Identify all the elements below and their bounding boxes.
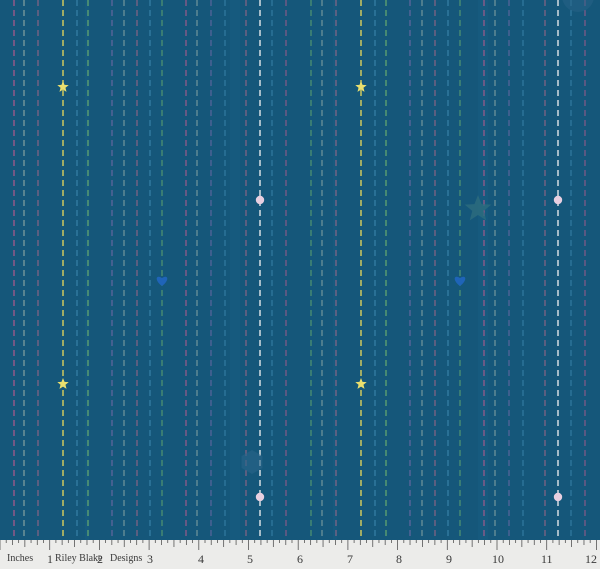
ruler-number-3: 3 xyxy=(147,552,153,566)
dot-icon-1 xyxy=(553,195,563,205)
star-icon-0 xyxy=(57,81,69,92)
ruler-unit-label: Inches xyxy=(7,553,34,564)
dot-icon-2 xyxy=(255,492,265,502)
fabric-swatch xyxy=(0,0,600,540)
ruler-number-8: 8 xyxy=(396,552,402,566)
ruler-number-9: 9 xyxy=(446,552,452,566)
ruler-number-4: 4 xyxy=(198,552,204,566)
faint-stripe-0 xyxy=(230,0,240,540)
ruler-number-10: 10 xyxy=(492,552,504,566)
dot-icon-3 xyxy=(553,492,563,502)
ruler-number-11: 11 xyxy=(541,552,553,566)
heart-icon-1 xyxy=(454,276,466,286)
fabric-pattern xyxy=(0,0,600,540)
ghost-star-icon xyxy=(464,195,492,221)
ruler-number-6: 6 xyxy=(297,552,303,566)
ruler-number-2: 2 xyxy=(97,552,103,566)
star-icon-3 xyxy=(355,378,367,389)
ghost-circle-icon xyxy=(562,0,594,12)
measuring-ruler: Inches Riley Blake Designs 1 2 3 4 5 6 7… xyxy=(0,540,600,569)
ruler-number-5: 5 xyxy=(247,552,253,566)
fabric-background xyxy=(0,0,600,540)
star-icon-2 xyxy=(57,378,69,389)
ruler-brand-name: Riley Blake xyxy=(55,553,103,564)
faint-stripe-3 xyxy=(333,0,337,540)
ghost-hexagon-icon xyxy=(241,450,263,474)
dot-icon-0 xyxy=(255,195,265,205)
ruler-number-12: 12 xyxy=(585,552,597,566)
star-icon-1 xyxy=(355,81,367,92)
ruler-ticks xyxy=(0,540,597,550)
faint-stripe-1 xyxy=(478,0,488,540)
ruler-number-1: 1 xyxy=(47,552,53,566)
heart-icon-0 xyxy=(156,276,168,286)
ruler-brand-designs: Designs xyxy=(110,553,143,564)
faint-stripe-2 xyxy=(85,0,89,540)
ruler-number-7: 7 xyxy=(347,552,353,566)
